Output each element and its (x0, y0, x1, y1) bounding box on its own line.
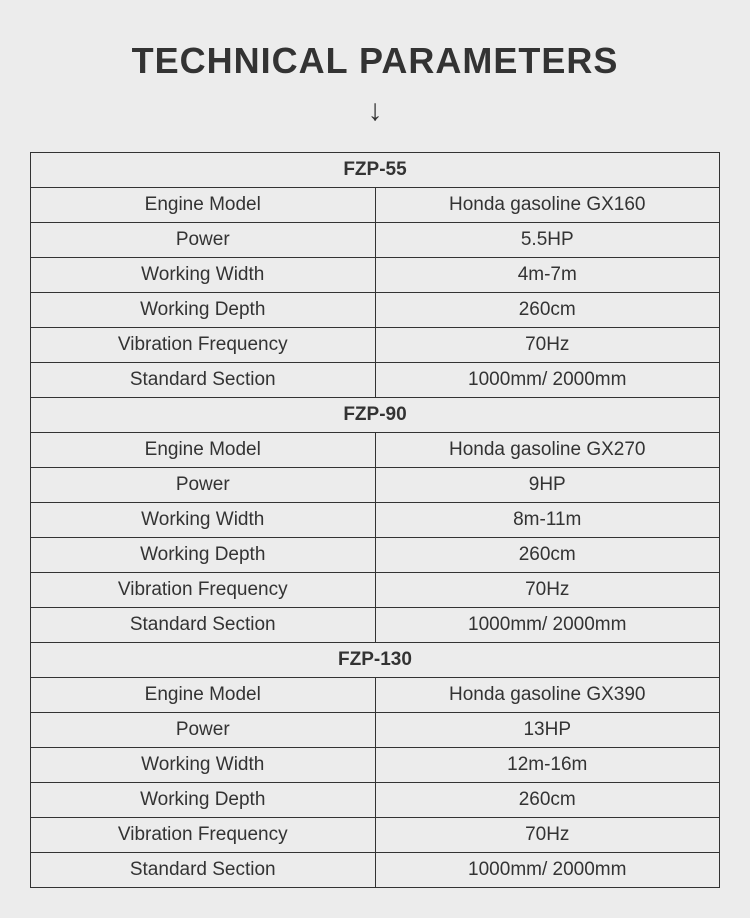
spec-label: Vibration Frequency (31, 573, 376, 608)
spec-value: 70Hz (375, 818, 720, 853)
spec-label: Working Depth (31, 538, 376, 573)
table-section-header: FZP-90 (31, 398, 720, 433)
table-section-header: FZP-55 (31, 153, 720, 188)
spec-value: 8m-11m (375, 503, 720, 538)
spec-label: Engine Model (31, 433, 376, 468)
table-row: Vibration Frequency 70Hz (31, 573, 720, 608)
table-row: Engine Model Honda gasoline GX270 (31, 433, 720, 468)
table-row: Engine Model Honda gasoline GX160 (31, 188, 720, 223)
down-arrow-icon: ↓ (30, 96, 720, 126)
page-container: TECHNICAL PARAMETERS ↓ FZP-55 Engine Mod… (0, 0, 750, 918)
spec-label: Power (31, 713, 376, 748)
spec-label: Standard Section (31, 363, 376, 398)
spec-table: FZP-55 Engine Model Honda gasoline GX160… (30, 152, 720, 888)
spec-value: 260cm (375, 783, 720, 818)
spec-label: Working Width (31, 748, 376, 783)
table-row: Power 13HP (31, 713, 720, 748)
spec-label: Power (31, 468, 376, 503)
table-row: Working Width 4m-7m (31, 258, 720, 293)
spec-label: Engine Model (31, 188, 376, 223)
table-section-header: FZP-130 (31, 643, 720, 678)
table-row: Working Depth 260cm (31, 538, 720, 573)
spec-label: Working Width (31, 503, 376, 538)
table-row: Standard Section 1000mm/ 2000mm (31, 363, 720, 398)
table-row: Power 5.5HP (31, 223, 720, 258)
spec-label: Working Depth (31, 783, 376, 818)
spec-label: Standard Section (31, 853, 376, 888)
spec-label: Working Width (31, 258, 376, 293)
spec-label: Engine Model (31, 678, 376, 713)
spec-table-body: FZP-55 Engine Model Honda gasoline GX160… (31, 153, 720, 888)
spec-value: 4m-7m (375, 258, 720, 293)
table-row: Working Depth 260cm (31, 293, 720, 328)
spec-value: 5.5HP (375, 223, 720, 258)
spec-value: Honda gasoline GX390 (375, 678, 720, 713)
spec-value: 1000mm/ 2000mm (375, 363, 720, 398)
table-row: Working Width 8m-11m (31, 503, 720, 538)
table-row: Engine Model Honda gasoline GX390 (31, 678, 720, 713)
table-row: Power 9HP (31, 468, 720, 503)
table-row: Vibration Frequency 70Hz (31, 328, 720, 363)
page-title: TECHNICAL PARAMETERS (30, 40, 720, 82)
spec-value: 70Hz (375, 573, 720, 608)
table-row: Vibration Frequency 70Hz (31, 818, 720, 853)
spec-value: 13HP (375, 713, 720, 748)
spec-value: Honda gasoline GX270 (375, 433, 720, 468)
spec-value: 9HP (375, 468, 720, 503)
spec-label: Standard Section (31, 608, 376, 643)
table-row: Working Width 12m-16m (31, 748, 720, 783)
spec-value: 70Hz (375, 328, 720, 363)
spec-value: 1000mm/ 2000mm (375, 853, 720, 888)
spec-value: Honda gasoline GX160 (375, 188, 720, 223)
spec-value: 260cm (375, 538, 720, 573)
spec-value: 260cm (375, 293, 720, 328)
section-name: FZP-130 (31, 643, 720, 678)
spec-label: Working Depth (31, 293, 376, 328)
table-row: Standard Section 1000mm/ 2000mm (31, 853, 720, 888)
table-row: Working Depth 260cm (31, 783, 720, 818)
spec-value: 12m-16m (375, 748, 720, 783)
spec-label: Vibration Frequency (31, 328, 376, 363)
section-name: FZP-55 (31, 153, 720, 188)
spec-value: 1000mm/ 2000mm (375, 608, 720, 643)
section-name: FZP-90 (31, 398, 720, 433)
spec-label: Vibration Frequency (31, 818, 376, 853)
spec-label: Power (31, 223, 376, 258)
table-row: Standard Section 1000mm/ 2000mm (31, 608, 720, 643)
